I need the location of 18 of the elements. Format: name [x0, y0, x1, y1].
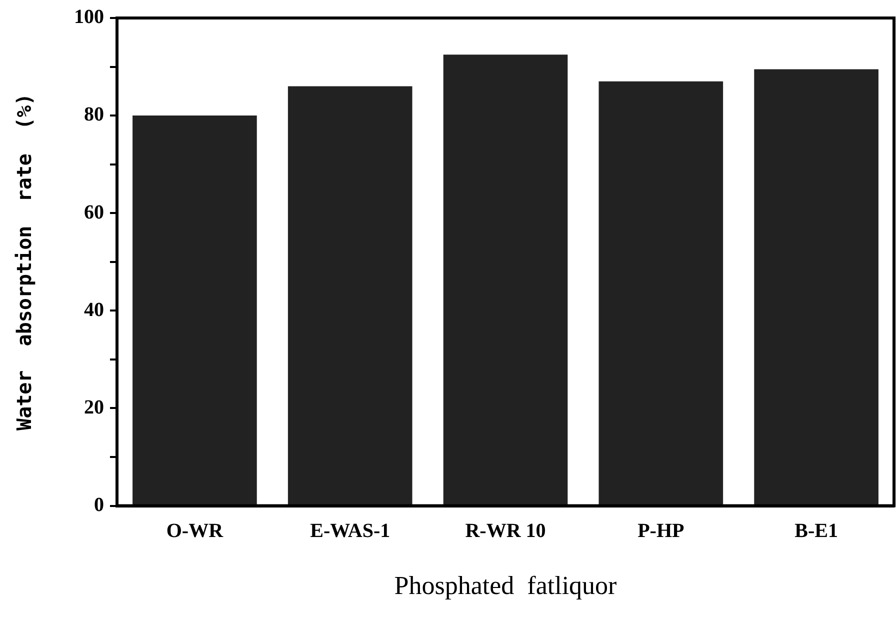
x-tick-label: R-WR 10 [465, 520, 546, 542]
x-tick-label: P-HP [638, 520, 684, 542]
y-tick-label: 100 [74, 6, 104, 28]
bar [754, 69, 878, 505]
bar [443, 54, 568, 505]
x-tick-label: B-E1 [794, 520, 838, 542]
y-tick-label: 0 [94, 494, 104, 516]
x-tick-label: O-WR [166, 520, 224, 542]
bar [598, 81, 724, 505]
x-tick-label: E-WAS-1 [310, 520, 390, 542]
y-tick-label: 60 [84, 201, 104, 224]
y-tick-label: 20 [84, 396, 104, 418]
x-axis-title: Phosphated fatliquor [394, 571, 618, 600]
bar [288, 86, 412, 505]
y-axis-title: Water absorption rate (%) [12, 93, 36, 430]
y-tick-label: 80 [84, 104, 104, 126]
bar [132, 116, 257, 505]
y-tick-label: 40 [84, 298, 104, 321]
